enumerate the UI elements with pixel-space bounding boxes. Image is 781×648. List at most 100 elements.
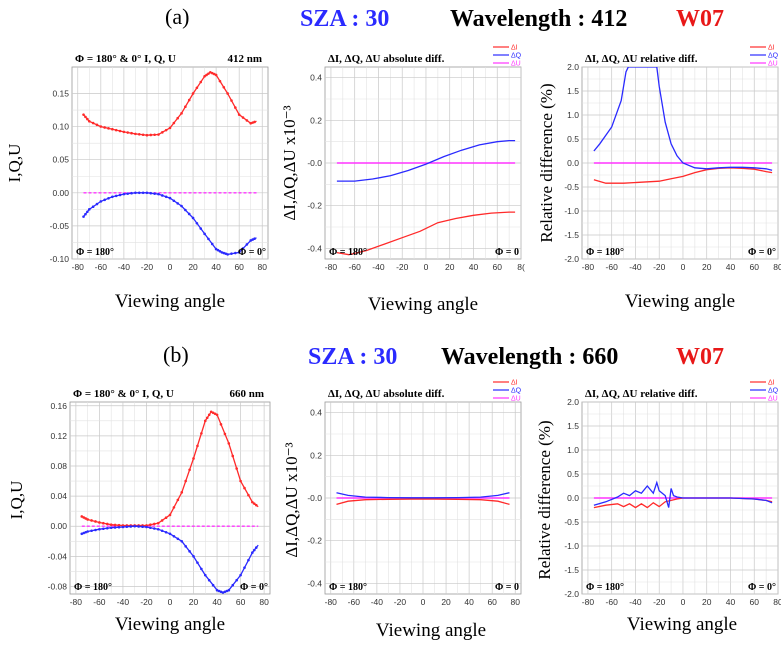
series-point-Q <box>241 247 245 250</box>
series-point-Q <box>133 524 137 528</box>
chart-title: ΔI, ΔQ, ΔU absolute diff. <box>328 388 445 400</box>
y-tick-label: 1.0 <box>567 445 579 455</box>
x-axis-label: Viewing angle <box>115 291 225 312</box>
x-tick-label: -60 <box>93 597 106 607</box>
series-group <box>593 67 773 184</box>
series-point-Q <box>184 208 187 212</box>
series-point-Q <box>210 242 214 246</box>
x-tick-label: -20 <box>653 262 666 272</box>
series-point-Q <box>219 590 223 594</box>
series-point-Q <box>130 191 133 195</box>
series-point-I <box>156 521 160 525</box>
chart-title: Φ = 180° & 0° I, Q, U <box>75 53 176 65</box>
series-point-Q <box>187 212 191 216</box>
series-point-Q <box>216 248 220 252</box>
series-point-Q <box>86 530 89 533</box>
x-tick-label: 20 <box>445 262 455 272</box>
series-point-I <box>113 523 117 527</box>
y-tick-label: -0.05 <box>50 221 70 231</box>
corner-label-right: Φ = 0° <box>240 582 268 593</box>
x-tick-label: 0 <box>168 597 173 607</box>
x-tick-label: -80 <box>582 597 595 607</box>
series-point-I <box>176 116 179 120</box>
series-point-Q <box>237 251 241 254</box>
series-point-I <box>87 119 91 123</box>
series-point-Q <box>86 210 89 214</box>
series-point-I <box>180 112 183 115</box>
row-b-wavelength: Wavelength : 660 <box>441 344 618 370</box>
series-line-I <box>336 211 516 256</box>
corner-label-right: Φ = 0° <box>748 582 776 593</box>
legend-label: ΔU <box>511 396 521 403</box>
y-tick-label: 0.2 <box>310 115 322 125</box>
series-point-Q <box>87 208 91 211</box>
x-tick-label: 60 <box>487 597 497 607</box>
series-point-I <box>245 119 249 122</box>
x-tick-label: 40 <box>469 262 479 272</box>
series-point-Q <box>253 548 256 552</box>
x-tick-label: -80 <box>325 262 338 272</box>
chart-b3: -80 -60 -40 -20 0 20 40 60 80 -2.0 -1.5 -1.0 -0.5 0.0… <box>535 380 781 636</box>
series-point-I <box>231 454 235 458</box>
series-point-Q <box>245 243 249 246</box>
series-point-I <box>137 133 141 136</box>
x-tick-label: -20 <box>394 597 407 607</box>
series-point-Q <box>141 191 145 195</box>
legend-label: ΔQ <box>768 53 779 60</box>
series-point-I <box>94 520 97 523</box>
series-point-I <box>98 521 101 524</box>
x-axis-label: Viewing angle <box>115 614 225 635</box>
y-tick-label: -0.2 <box>307 536 322 546</box>
x-tick-label: 20 <box>702 597 712 607</box>
series-point-Q <box>149 191 153 195</box>
series-point-Q <box>145 191 149 195</box>
series-point-Q <box>137 191 141 195</box>
series-point-I <box>103 126 106 129</box>
series-point-I <box>199 80 203 84</box>
chart-a2: -80 -60 -40 -20 0 20 40 60 8(-0.4 -0.2 -0.0 0.2 0.4 Δ… <box>280 45 525 316</box>
series-point-Q <box>176 202 179 205</box>
corner-label-right: Φ = 0° <box>748 247 776 258</box>
row-a-header: (a) SZA : 30 Wavelength : 412 W07 <box>165 4 724 32</box>
series-point-I <box>237 113 241 116</box>
y-tick-label: -0.10 <box>50 254 70 264</box>
series-point-I <box>153 133 156 137</box>
x-tick-label: -40 <box>118 262 131 272</box>
series-point-Q <box>102 527 105 531</box>
series-point-Q <box>113 526 117 529</box>
chart-a3: -80 -60 -40 -20 0 20 40 60 80 -2.0 -1.5 -1.0 -0.5 0.0… <box>537 45 781 313</box>
series-point-Q <box>226 253 229 256</box>
series-point-I <box>84 115 87 119</box>
x-tick-label: -20 <box>396 262 409 272</box>
series-point-I <box>164 128 168 132</box>
series-group <box>336 139 516 256</box>
y-tick-label: -1.5 <box>564 230 579 240</box>
x-tick-label: 60 <box>750 597 760 607</box>
row-b-header: (b) SZA : 30 Wavelength : 660 W07 <box>163 342 724 370</box>
series-point-I <box>130 131 133 135</box>
series-line-Q <box>336 139 516 182</box>
series-point-Q <box>200 567 203 571</box>
series-point-I <box>196 444 199 448</box>
series-point-Q <box>172 199 176 203</box>
series-point-Q <box>192 555 195 558</box>
series-point-I <box>102 521 105 525</box>
series-point-I <box>164 516 168 520</box>
y-tick-label: 0.0 <box>567 493 579 503</box>
series-point-I <box>126 131 130 134</box>
row-a-case: W07 <box>676 6 724 32</box>
x-tick-label: -60 <box>349 262 362 272</box>
series-point-I <box>184 105 187 109</box>
y-tick-label: 0.05 <box>52 155 69 165</box>
row-a-sza: SZA : 30 <box>300 6 389 32</box>
y-tick-label: 2.0 <box>567 62 579 72</box>
x-tick-label: 80 <box>258 262 268 272</box>
chart-title: ΔI, ΔQ, ΔU relative diff. <box>585 53 698 65</box>
series-point-Q <box>94 528 97 532</box>
series-point-Q <box>164 195 168 199</box>
legend-label: ΔI <box>768 45 775 52</box>
series-point-I <box>247 493 250 497</box>
x-tick-label: -60 <box>348 597 361 607</box>
series-point-Q <box>156 527 160 531</box>
corner-label-left: Φ = 180° <box>586 247 624 258</box>
